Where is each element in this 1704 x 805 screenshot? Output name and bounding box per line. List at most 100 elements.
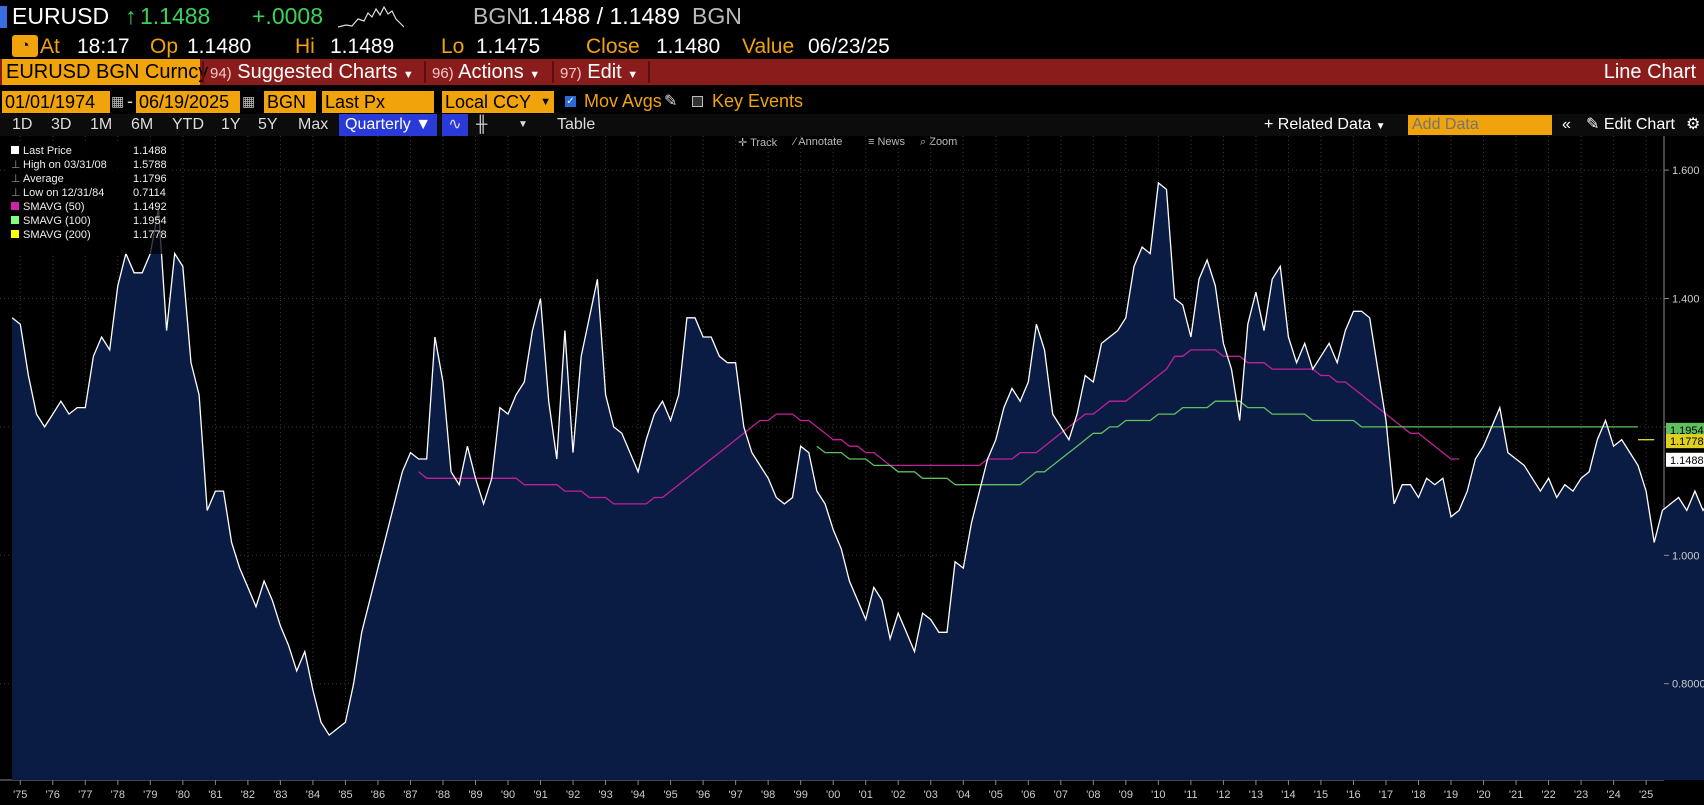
- x-tick-label: '17: [1379, 789, 1393, 801]
- date-dash: -: [127, 91, 133, 111]
- key-events-checkbox[interactable]: [692, 96, 703, 107]
- legend-swatch: [11, 146, 19, 154]
- legend-label: Last Price: [23, 145, 72, 157]
- related-data-label: Related Data: [1277, 116, 1372, 133]
- legend-value: 1.1488: [133, 145, 167, 157]
- period-max[interactable]: Max: [298, 116, 329, 133]
- caret-down-icon[interactable]: ▼: [518, 119, 528, 130]
- x-tick-label: '93: [598, 789, 612, 801]
- track-label: Track: [750, 137, 778, 149]
- legend-label: High on 03/31/08: [23, 159, 107, 171]
- mov-avgs-checkbox[interactable]: ✓: [565, 96, 576, 107]
- zoom-label: Zoom: [929, 136, 958, 148]
- frequency-selector[interactable]: Quarterly ▼: [339, 114, 438, 136]
- ask-source: BGN: [692, 3, 742, 29]
- chart-type-label: Line Chart: [1603, 61, 1696, 83]
- x-tick-label: '08: [1086, 789, 1100, 801]
- value-date: 06/23/25: [808, 35, 890, 58]
- price-area: [12, 182, 1704, 780]
- period-1y[interactable]: 1Y: [221, 116, 241, 133]
- line-chart-icon[interactable]: ∿: [442, 114, 468, 136]
- actions-menu[interactable]: 96) Actions ▼: [432, 59, 540, 85]
- sma100-value-label: 1.1954: [1670, 425, 1704, 437]
- x-tick-label: '21: [1509, 789, 1523, 801]
- x-tick-label: '11: [1184, 789, 1198, 801]
- x-tick-label: '15: [1314, 789, 1328, 801]
- pencil-icon[interactable]: ✎: [664, 93, 678, 110]
- annotate-tool[interactable]: ∕ Annotate: [794, 136, 843, 148]
- last-price: 1.1488: [140, 3, 211, 29]
- legend-swatch: [11, 216, 19, 224]
- y-tick-label: 1.400: [1672, 294, 1700, 306]
- x-tick-label: '23: [1574, 789, 1588, 801]
- edit-menu[interactable]: 97) Edit ▼: [560, 59, 638, 85]
- line-chart[interactable]: '75 '76 '77 '78 '79 '80 '81 '82 '83 '84 '85 '86 '87 '…: [0, 136, 1704, 805]
- x-tick-label: '13: [1249, 789, 1263, 801]
- x-tick-label: '76: [46, 789, 60, 801]
- x-tick-label: '77: [78, 789, 92, 801]
- x-tick-label: '99: [793, 789, 807, 801]
- x-tick-label: '98: [761, 789, 775, 801]
- price-line: [11, 181, 1704, 737]
- field-selector[interactable]: Last Px: [322, 91, 434, 113]
- actions-label: Actions: [458, 61, 524, 83]
- gear-icon[interactable]: ⚙: [1686, 116, 1701, 133]
- x-tick-label: '05: [989, 789, 1003, 801]
- chart-legend: Last Price 1.1488⊥ High on 03/31/08 1.5788⊥…: [6, 142, 172, 254]
- currency-selector[interactable]: Local CCY ▼: [442, 91, 554, 113]
- legend-value: 1.5788: [133, 159, 167, 171]
- table-button[interactable]: Table: [557, 116, 596, 133]
- key-events-label[interactable]: Key Events: [712, 91, 804, 111]
- plus-icon: +: [1264, 116, 1274, 133]
- annotate-label: Annotate: [798, 136, 843, 148]
- calendar-icon[interactable]: ▦: [242, 93, 256, 109]
- sparkline-icon: [338, 5, 404, 28]
- last-value-label-bg: [1666, 452, 1704, 467]
- mov-avgs-label[interactable]: Mov Avgs: [584, 91, 662, 111]
- menu-bar: EURUSD BGN Curncy 94) Suggested Charts ▼…: [0, 59, 1704, 85]
- last-value-label: 1.1488: [1670, 455, 1704, 467]
- value-label: Value: [742, 35, 795, 58]
- period-1m[interactable]: 1M: [90, 116, 113, 133]
- period-5y[interactable]: 5Y: [258, 116, 278, 133]
- gauge-icon[interactable]: ◔: [12, 35, 38, 57]
- x-tick-label: '92: [566, 789, 580, 801]
- ticker-label[interactable]: EURUSD: [12, 3, 110, 29]
- frequency-value: Quarterly: [345, 116, 411, 133]
- currency-value: Local CCY: [445, 92, 532, 112]
- menu-divider: [552, 61, 554, 83]
- start-date-field[interactable]: 01/01/1974: [2, 91, 110, 113]
- security-marker: [0, 6, 7, 28]
- edit-chart-label: Edit Chart: [1603, 116, 1675, 133]
- period-6m[interactable]: 6M: [131, 116, 154, 133]
- track-tool[interactable]: ✛ Track: [738, 137, 778, 149]
- pencil-icon: ✎: [1586, 116, 1600, 133]
- zoom-tool[interactable]: ⌕ Zoom: [920, 136, 958, 148]
- add-data-input[interactable]: [1408, 115, 1552, 135]
- x-tick-label: '22: [1541, 789, 1555, 801]
- period-ytd[interactable]: YTD: [172, 116, 204, 133]
- collapse-icon[interactable]: «: [1562, 116, 1571, 133]
- x-tick-label: '89: [468, 789, 482, 801]
- low-value: 1.1475: [476, 35, 541, 58]
- related-data-button[interactable]: + Related Data ▼: [1264, 114, 1386, 136]
- sma200-value-label-bg: [1666, 434, 1704, 449]
- bid-source: BGN: [473, 3, 523, 29]
- close-label: Close: [586, 35, 640, 58]
- edit-chart-button[interactable]: ✎ Edit Chart: [1586, 114, 1675, 136]
- bar-chart-icon[interactable]: ╫: [476, 116, 488, 133]
- security-field[interactable]: EURUSD BGN Curncy: [2, 59, 208, 85]
- caret-down-icon: ▼: [402, 69, 414, 81]
- source-field[interactable]: BGN: [264, 91, 316, 113]
- x-tick-label: '86: [371, 789, 385, 801]
- x-axis: '75 '76 '77 '78 '79 '80 '81 '82 '83 '84 '85 '86 '87 '…: [13, 780, 1653, 801]
- x-tick-label: '19: [1444, 789, 1458, 801]
- x-tick-label: '94: [631, 789, 645, 801]
- calendar-icon[interactable]: ▦: [111, 93, 125, 109]
- end-date-field[interactable]: 06/19/2025: [136, 91, 240, 113]
- period-1d[interactable]: 1D: [12, 116, 33, 133]
- x-tick-label: '84: [306, 789, 320, 801]
- suggested-charts-menu[interactable]: 94) Suggested Charts ▼: [210, 59, 414, 85]
- period-3d[interactable]: 3D: [51, 116, 72, 133]
- legend-label: SMAVG (100): [23, 215, 91, 227]
